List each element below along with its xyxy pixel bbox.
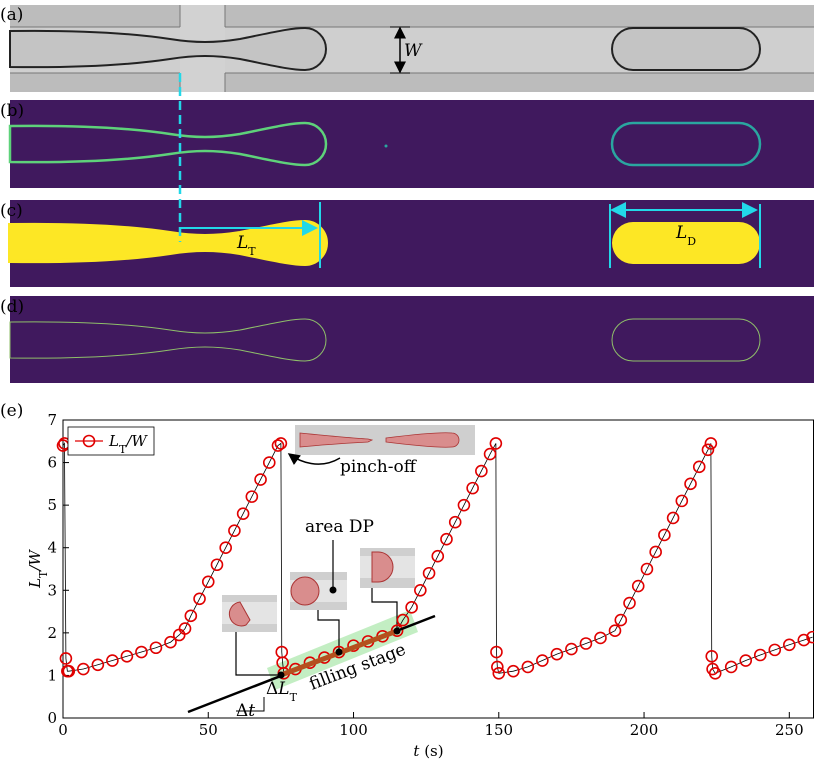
marker-dot	[278, 672, 285, 679]
y-tick-label: 0	[47, 709, 57, 727]
panel-b-image	[10, 100, 814, 188]
text-part: /W	[26, 549, 44, 573]
text-part: W	[404, 41, 423, 61]
text-part: T	[290, 691, 298, 704]
text-part: (s)	[419, 742, 443, 760]
text-part: L	[108, 432, 119, 450]
text-part: T	[248, 245, 256, 258]
text-part: L	[675, 223, 687, 243]
y-tick-label: 2	[47, 624, 57, 642]
width-label: W	[404, 41, 423, 61]
text-part: L	[277, 679, 289, 699]
y-axis-label: LT/W	[26, 549, 50, 589]
y-tick-label: 3	[47, 581, 57, 599]
x-tick-label: 250	[775, 721, 804, 739]
text-part: L	[236, 233, 248, 253]
panel-label: (b)	[0, 101, 24, 121]
x-axis-label: t (s)	[413, 742, 443, 760]
x-tick-label: 100	[339, 721, 368, 739]
x-tick-label: 150	[484, 721, 513, 739]
marker-dot	[336, 649, 343, 656]
y-tick-label: 6	[47, 454, 57, 472]
y-tick-label: 1	[47, 666, 57, 684]
panel-d-image	[10, 296, 814, 383]
panel-label: (c)	[0, 201, 23, 221]
y-tick-label: 4	[47, 539, 57, 557]
marker-dot	[394, 628, 401, 635]
text-part: /W	[124, 432, 148, 450]
x-tick-label: 0	[58, 721, 68, 739]
x-tick-label: 50	[199, 721, 218, 739]
x-tick-label: 200	[630, 721, 659, 739]
panel-label: (e)	[0, 401, 23, 421]
annotation: area DP	[305, 517, 374, 537]
y-tick-label: 5	[47, 496, 57, 514]
figure: W LT LD (a) (b) (c) (d) (e) pinch-off ar…	[0, 0, 814, 763]
page: W LT LD (a) (b) (c) (d) (e) pinch-off ar…	[0, 0, 814, 763]
annotation: pinch-off	[340, 457, 418, 477]
plot-frame	[63, 420, 814, 718]
panel-label: (d)	[0, 297, 24, 317]
panel-label: (a)	[0, 5, 23, 25]
text-part: D	[687, 235, 696, 248]
text-part: L	[26, 578, 44, 589]
y-tick-label: 7	[47, 411, 57, 429]
